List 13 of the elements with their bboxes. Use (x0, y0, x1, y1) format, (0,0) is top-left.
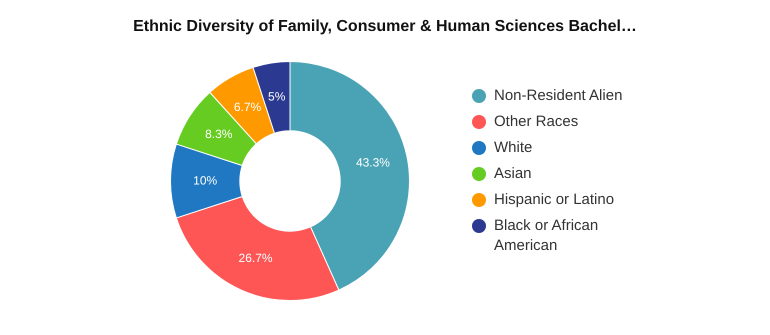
data-label: 6.7% (234, 100, 262, 114)
data-label: 5% (268, 90, 286, 104)
data-label: 10% (193, 173, 218, 188)
legend-label: Non-Resident Alien (494, 86, 624, 106)
legend-label: Other Races (494, 112, 580, 132)
legend-label: Hispanic or Latino (494, 190, 616, 210)
legend-label: White (494, 138, 534, 158)
data-label: 8.3% (205, 127, 233, 142)
legend-label: Asian (494, 164, 533, 184)
legend-label: Black or African American (494, 216, 600, 256)
chart-title: Ethnic Diversity of Family, Consumer & Human Sciences Bachel… (132, 18, 638, 36)
data-label: 26.7% (238, 250, 273, 265)
data-label: 43.3% (356, 156, 390, 170)
